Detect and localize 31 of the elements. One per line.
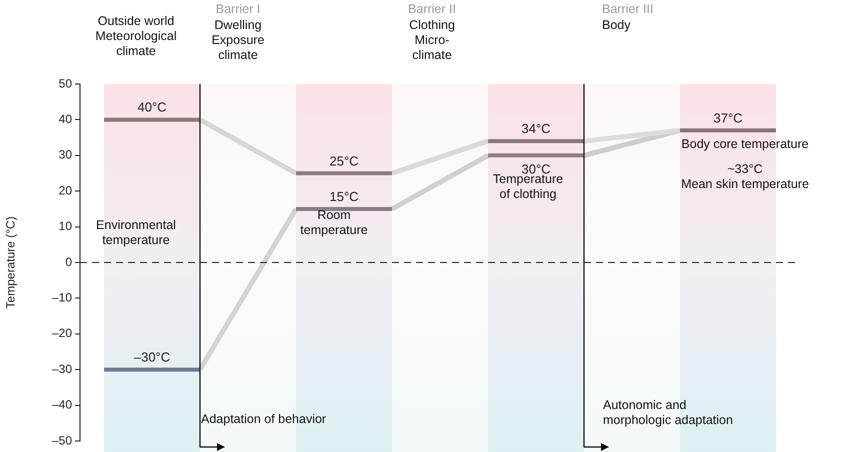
text: Outside world Meteorological climate [95, 14, 177, 58]
annotation: Environmental temperature [96, 218, 176, 247]
data-label: 15°C [329, 188, 359, 204]
text: Barrier II [407, 2, 457, 17]
y-tick-label: –50 [52, 433, 72, 448]
annotation: Room temperature [299, 208, 369, 238]
data-label: 25°C [329, 153, 359, 168]
y-tick-label: 30 [58, 148, 72, 162]
y-tick-label: –10 [52, 290, 72, 305]
data-label: 37°C [713, 110, 743, 126]
text: Clothing Micro- climate [408, 18, 456, 63]
data-label: –30°C [134, 350, 170, 365]
annotation: Body core temperature [680, 137, 810, 152]
y-tick-label: 40 [58, 112, 72, 126]
y-tick-label: 50 [58, 76, 72, 90]
y-tick-label: –20 [52, 326, 72, 340]
annotation: Autonomic and morphologic adaptation [603, 398, 734, 428]
data-label: 34°C [521, 121, 551, 136]
annotation: Adaptation of behavior [201, 412, 328, 427]
y-tick-label: –40 [52, 398, 72, 412]
y-tick-label: 0 [65, 254, 72, 269]
text: Barrier III [602, 2, 654, 17]
text: Dwelling Exposure climate [212, 18, 264, 62]
text: Body [602, 18, 632, 33]
annotation: ~33°C Mean skin temperature [680, 162, 810, 192]
y-tick-label: 10 [58, 219, 72, 234]
y-axis-title: Temperature (°C) [4, 216, 18, 309]
data-label: 40°C [137, 100, 167, 115]
y-tick-label: 20 [58, 183, 72, 198]
y-tick-label: –30 [52, 362, 72, 376]
text: Barrier I [216, 2, 260, 16]
